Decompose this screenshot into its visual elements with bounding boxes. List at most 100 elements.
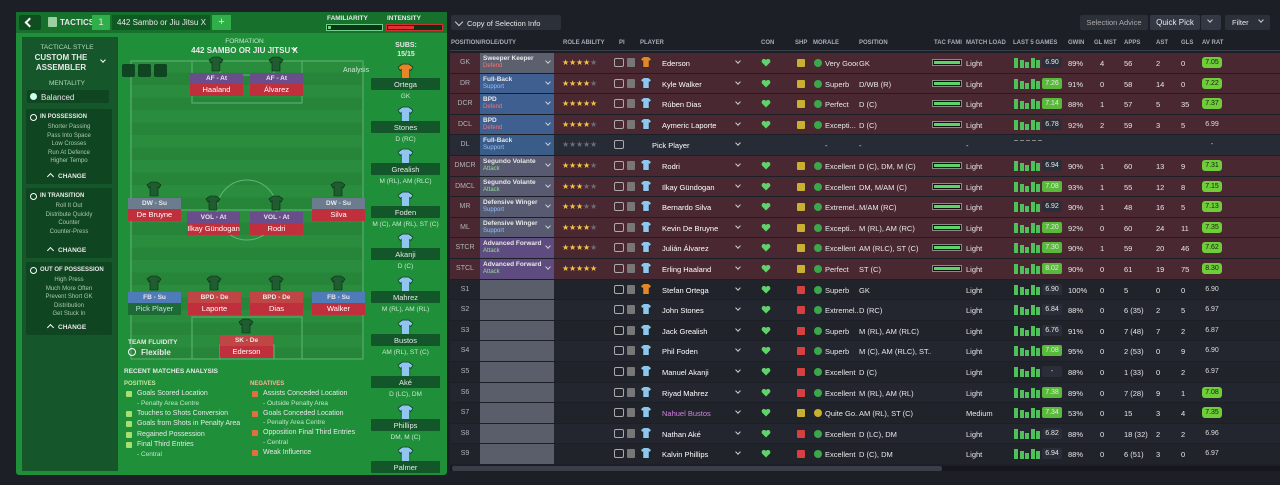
pi-dropdown[interactable] <box>627 58 635 67</box>
player-name[interactable]: Riyad Mahrez <box>662 388 709 398</box>
table-row[interactable] <box>450 73 1280 94</box>
table-row[interactable] <box>450 279 1280 300</box>
player-box[interactable]: Ederson <box>220 346 273 358</box>
analysis-label[interactable]: Analysis <box>343 67 370 74</box>
pi-icon[interactable] <box>614 367 624 376</box>
pi-icon[interactable] <box>614 161 624 170</box>
pitch-view-button[interactable] <box>138 64 151 77</box>
pi-icon[interactable] <box>614 408 624 418</box>
player-name[interactable]: Ederson <box>662 59 690 68</box>
pi-dropdown[interactable] <box>627 284 635 294</box>
table-row[interactable] <box>450 320 1280 341</box>
player-name[interactable]: Rúben Dias <box>662 100 702 110</box>
column-header[interactable]: AV RAT <box>1202 40 1224 46</box>
table-row[interactable] <box>450 300 1280 320</box>
pi-icon[interactable] <box>614 346 624 356</box>
column-header[interactable]: GLS <box>1181 40 1194 46</box>
pi-icon[interactable] <box>614 284 624 294</box>
pi-icon[interactable] <box>614 181 624 191</box>
table-row[interactable] <box>450 444 1280 464</box>
pi-dropdown[interactable] <box>627 243 635 253</box>
sub-name-box[interactable] <box>371 120 440 133</box>
pi-dropdown[interactable] <box>627 99 635 109</box>
column-header[interactable]: CON <box>761 40 775 46</box>
change-button[interactable]: CHANGE <box>58 173 87 180</box>
table-row[interactable] <box>450 403 1280 423</box>
pi-icon[interactable] <box>614 140 624 150</box>
pi-icon[interactable] <box>614 325 624 335</box>
table-row[interactable] <box>450 423 1280 444</box>
view-select[interactable] <box>451 15 561 30</box>
player-name[interactable]: Aymeric Laporte <box>662 120 717 130</box>
column-header[interactable]: POSITION/ROLE/DUTY <box>451 40 517 46</box>
player-name[interactable]: Kyle Walker <box>662 79 702 89</box>
column-header[interactable]: TAC FAMI <box>934 40 962 46</box>
column-header[interactable]: POSITION <box>859 40 888 46</box>
table-row[interactable] <box>450 238 1280 258</box>
sub-name-box[interactable] <box>371 333 440 346</box>
pi-icon[interactable] <box>614 243 624 253</box>
pi-icon[interactable] <box>614 305 624 315</box>
column-header[interactable]: SHP <box>795 40 808 46</box>
sub-name-box[interactable] <box>371 78 440 90</box>
table-row[interactable] <box>450 156 1280 176</box>
column-header[interactable]: APPS <box>1124 40 1141 46</box>
pi-dropdown[interactable] <box>627 367 635 376</box>
table-row[interactable] <box>450 217 1280 238</box>
column-header[interactable]: MATCH LOAD <box>966 40 1006 46</box>
pi-dropdown[interactable] <box>627 428 635 438</box>
player-name[interactable]: Stefan Ortega <box>662 285 709 295</box>
column-header[interactable]: PLAYER <box>640 40 664 46</box>
pi-icon[interactable] <box>614 119 624 129</box>
player-name[interactable]: Kevin De Bruyne <box>662 223 719 233</box>
role-box[interactable]: DW - Su <box>128 198 181 209</box>
quick-pick-button[interactable]: Quick Pick <box>1150 15 1200 30</box>
filter-button[interactable]: Filter <box>1225 15 1270 30</box>
player-name[interactable]: John Stones <box>662 306 704 316</box>
add-tactic[interactable]: + <box>212 15 231 30</box>
pi-icon[interactable] <box>614 78 624 88</box>
change-button[interactable]: CHANGE <box>58 247 87 254</box>
table-row[interactable] <box>450 94 1280 114</box>
sub-name-box[interactable] <box>371 376 440 389</box>
table-row[interactable] <box>450 135 1280 155</box>
column-header[interactable]: GWIN <box>1068 40 1085 46</box>
pi-dropdown[interactable] <box>627 161 635 170</box>
player-name[interactable]: Manuel Akanji <box>662 368 709 377</box>
sub-name-box[interactable] <box>371 163 440 176</box>
pi-icon[interactable] <box>614 449 624 459</box>
player-box[interactable]: De Bruyne <box>128 209 181 221</box>
pi-icon[interactable] <box>614 58 624 67</box>
role-box[interactable]: SK - De <box>220 335 273 346</box>
role-box[interactable]: BPD - De <box>188 292 241 303</box>
pi-icon[interactable] <box>614 428 624 438</box>
player-name[interactable]: Phil Foden <box>662 347 698 357</box>
pi-icon[interactable] <box>614 222 624 232</box>
tactic-name[interactable]: 442 Sambo or Jiu Jitsu X <box>112 15 210 30</box>
player-name[interactable]: Jack Grealish <box>662 326 708 336</box>
role-box[interactable]: AF - At <box>190 73 243 84</box>
player-box[interactable]: Dias <box>250 303 303 315</box>
player-name[interactable]: Nathan Aké <box>662 429 701 439</box>
pi-dropdown[interactable] <box>627 78 635 88</box>
pi-icon[interactable] <box>614 99 624 109</box>
player-name[interactable]: Ilkay Gündogan <box>662 182 715 192</box>
pi-icon[interactable] <box>614 202 624 212</box>
pi-dropdown[interactable] <box>627 346 635 356</box>
quick-pick-menu[interactable] <box>1201 15 1221 30</box>
change-button[interactable]: CHANGE <box>58 324 87 331</box>
role-box[interactable]: VOL - At <box>250 212 303 223</box>
player-name[interactable]: Nahuel Bustos <box>662 409 711 419</box>
sub-name-box[interactable] <box>371 461 440 474</box>
player-box[interactable]: Laporte <box>188 303 241 315</box>
mentality-select[interactable] <box>27 90 109 103</box>
pitch-view-button[interactable] <box>154 64 167 77</box>
player-box[interactable]: Pick Player <box>128 303 181 315</box>
player-box[interactable]: Ilkay Gündogan <box>187 223 240 235</box>
player-name[interactable]: Kalvin Phillips <box>662 450 709 460</box>
role-box[interactable]: DW - Su <box>312 198 365 209</box>
pi-dropdown[interactable] <box>627 222 635 232</box>
sub-name-box[interactable] <box>371 291 440 303</box>
advice-button[interactable]: Selection Advice <box>1080 15 1148 30</box>
column-header[interactable]: GL MST <box>1094 40 1117 46</box>
